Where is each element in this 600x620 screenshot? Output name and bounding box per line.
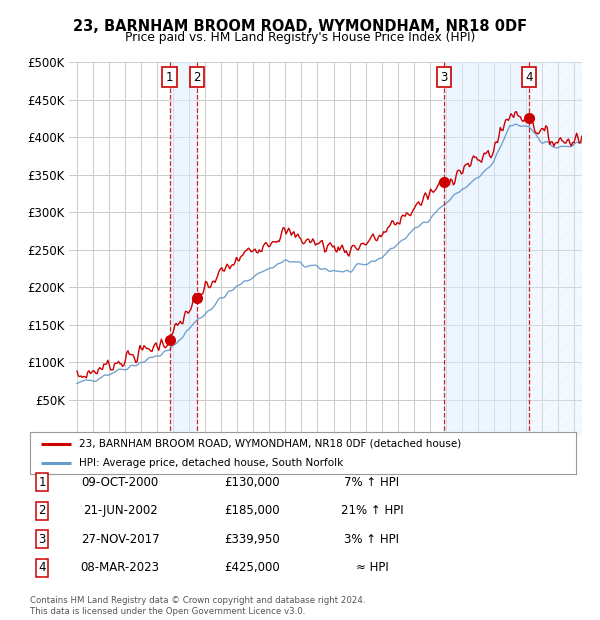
Text: 4: 4 xyxy=(525,71,533,84)
Text: HPI: Average price, detached house, South Norfolk: HPI: Average price, detached house, Sout… xyxy=(79,458,343,468)
Bar xyxy=(170,62,197,437)
Bar xyxy=(529,62,582,437)
Text: 08-MAR-2023: 08-MAR-2023 xyxy=(80,562,160,574)
Text: 23, BARNHAM BROOM ROAD, WYMONDHAM, NR18 0DF: 23, BARNHAM BROOM ROAD, WYMONDHAM, NR18 … xyxy=(73,19,527,33)
Text: 27-NOV-2017: 27-NOV-2017 xyxy=(80,533,160,546)
Text: 3: 3 xyxy=(38,533,46,546)
Text: £185,000: £185,000 xyxy=(224,505,280,517)
Text: 1: 1 xyxy=(38,476,46,489)
Text: ≈ HPI: ≈ HPI xyxy=(356,562,388,574)
Text: 21-JUN-2002: 21-JUN-2002 xyxy=(83,505,157,517)
Text: £425,000: £425,000 xyxy=(224,562,280,574)
Text: £339,950: £339,950 xyxy=(224,533,280,546)
Text: 21% ↑ HPI: 21% ↑ HPI xyxy=(341,505,403,517)
Text: This data is licensed under the Open Government Licence v3.0.: This data is licensed under the Open Gov… xyxy=(30,607,305,616)
Bar xyxy=(444,62,529,437)
Text: Contains HM Land Registry data © Crown copyright and database right 2024.: Contains HM Land Registry data © Crown c… xyxy=(30,596,365,605)
Text: 09-OCT-2000: 09-OCT-2000 xyxy=(82,476,158,489)
Text: Price paid vs. HM Land Registry's House Price Index (HPI): Price paid vs. HM Land Registry's House … xyxy=(125,31,475,44)
Text: 23, BARNHAM BROOM ROAD, WYMONDHAM, NR18 0DF (detached house): 23, BARNHAM BROOM ROAD, WYMONDHAM, NR18 … xyxy=(79,438,461,448)
Text: 3: 3 xyxy=(440,71,448,84)
Text: 1: 1 xyxy=(166,71,173,84)
Text: 7% ↑ HPI: 7% ↑ HPI xyxy=(344,476,400,489)
Text: 4: 4 xyxy=(38,562,46,574)
Text: 2: 2 xyxy=(38,505,46,517)
Text: 3% ↑ HPI: 3% ↑ HPI xyxy=(344,533,400,546)
Text: 2: 2 xyxy=(193,71,200,84)
Text: £130,000: £130,000 xyxy=(224,476,280,489)
